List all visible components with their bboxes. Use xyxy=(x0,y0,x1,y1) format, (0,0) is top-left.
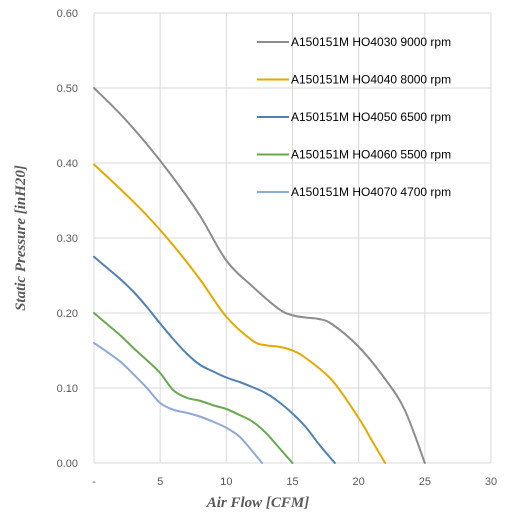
y-axis-ticks: 0.00 0.10 0.20 0.30 0.40 0.50 0.60 xyxy=(57,8,78,470)
legend-label: A150151M HO4040 8000 rpm xyxy=(291,73,451,87)
legend: A150151M HO4030 9000 rpm A150151M HO4040 … xyxy=(257,35,451,199)
legend-entry: A150151M HO4060 5500 rpm xyxy=(257,148,451,162)
series-line-3 xyxy=(93,255,336,464)
x-tick-label: - xyxy=(92,476,96,488)
y-tick-label: 0.00 xyxy=(57,458,78,470)
legend-entry: A150151M HO4050 6500 rpm xyxy=(257,110,451,124)
x-tick-label: 20 xyxy=(353,476,365,488)
series-line-4 xyxy=(93,312,294,464)
y-tick-label: 0.20 xyxy=(57,308,78,320)
y-axis-title: Static Pressure [inH20] xyxy=(13,165,29,311)
legend-label: A150151M HO4060 5500 rpm xyxy=(291,148,451,162)
x-tick-label: 30 xyxy=(485,476,497,488)
legend-label: A150151M HO4030 9000 rpm xyxy=(291,35,451,49)
x-tick-label: 15 xyxy=(286,476,298,488)
grid xyxy=(93,12,492,464)
x-tick-label: 10 xyxy=(220,476,232,488)
y-tick-label: 0.50 xyxy=(57,83,78,95)
legend-label: A150151M HO4070 4700 rpm xyxy=(291,185,451,199)
x-tick-label: 5 xyxy=(157,476,163,488)
legend-entry: A150151M HO4070 4700 rpm xyxy=(257,185,451,199)
series-line-2 xyxy=(93,163,387,464)
y-tick-label: 0.10 xyxy=(57,383,78,395)
y-tick-label: 0.40 xyxy=(57,158,78,170)
x-axis-ticks: - 5 10 15 20 25 30 xyxy=(92,476,497,488)
series-lines xyxy=(93,87,426,464)
legend-entry: A150151M HO4040 8000 rpm xyxy=(257,73,451,87)
y-tick-label: 0.60 xyxy=(57,8,78,20)
x-axis-title: Air Flow [CFM] xyxy=(206,495,310,511)
legend-label: A150151M HO4050 6500 rpm xyxy=(291,110,451,124)
series-line-5 xyxy=(93,342,264,464)
y-tick-label: 0.30 xyxy=(57,233,78,245)
legend-entry: A150151M HO4030 9000 rpm xyxy=(257,35,451,49)
series-line-1 xyxy=(93,87,426,464)
x-tick-label: 25 xyxy=(419,476,431,488)
